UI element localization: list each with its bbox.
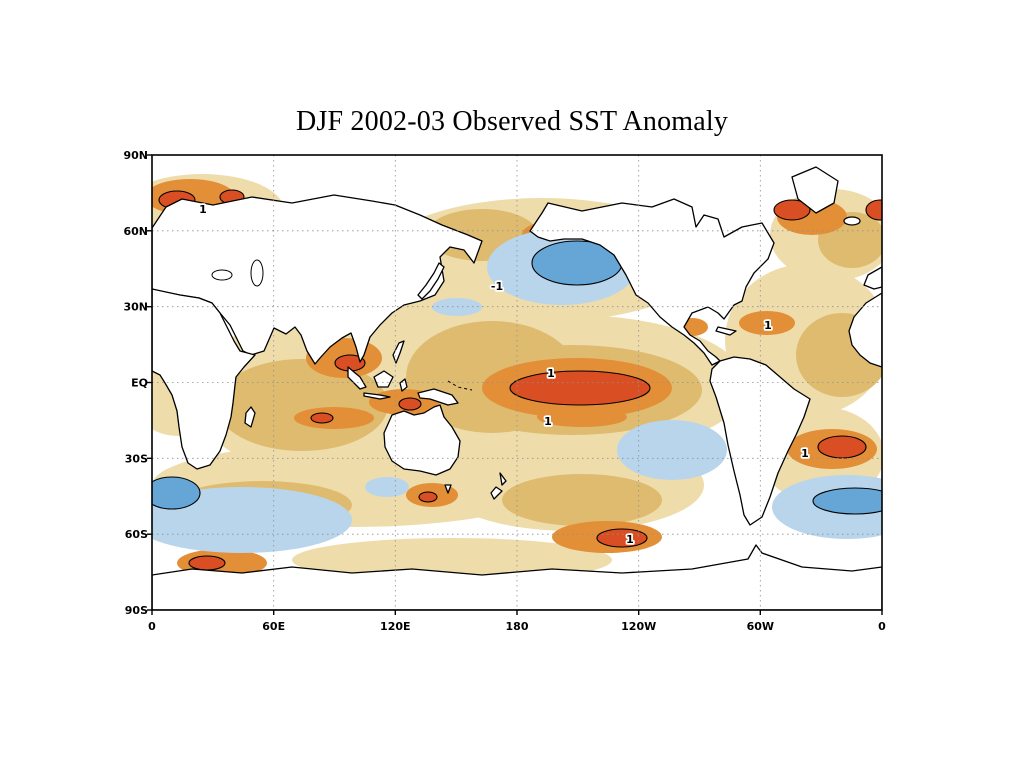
contour-label: 1 bbox=[626, 533, 634, 546]
x-axis-label: 120W bbox=[621, 620, 656, 633]
contour-label: -1 bbox=[491, 280, 503, 293]
contour-label: 1 bbox=[544, 415, 552, 428]
landmass-philippines bbox=[392, 340, 405, 364]
contour-label: 1 bbox=[199, 203, 207, 216]
map-frame bbox=[151, 154, 883, 611]
landmass-madagascar bbox=[244, 406, 256, 428]
landmass-new-guinea bbox=[417, 388, 459, 406]
x-axis-label: 60W bbox=[747, 620, 774, 633]
plot-area: 1 -1 1 1 1 1 1 bbox=[152, 155, 882, 610]
landmass-borneo bbox=[373, 370, 394, 388]
landmass-iberia bbox=[863, 266, 882, 290]
y-axis: 90N 60N 30N EQ 30S 60S 90S bbox=[123, 149, 152, 617]
landmass-tasmania bbox=[444, 484, 452, 494]
landmass-africa-west bbox=[848, 292, 882, 368]
landmass-japan bbox=[417, 262, 445, 300]
x-axis-label: 60E bbox=[262, 620, 285, 633]
y-axis-ticks bbox=[147, 154, 152, 611]
caspian-sea bbox=[250, 259, 264, 287]
x-axis-label: 0 bbox=[878, 620, 886, 633]
y-axis-label: 60N bbox=[123, 225, 148, 238]
x-axis-ticks bbox=[151, 610, 883, 615]
landmass-greenland bbox=[791, 166, 839, 214]
contour-labels: 1 -1 1 1 1 1 1 bbox=[197, 201, 810, 548]
y-axis-label: 90S bbox=[125, 604, 148, 617]
y-axis-label: 60S bbox=[125, 528, 148, 541]
landmass-new-zealand-north bbox=[499, 472, 507, 486]
contour-label: 1 bbox=[801, 447, 809, 460]
landmass-australia bbox=[383, 404, 461, 476]
x-axis-label: 120E bbox=[380, 620, 410, 633]
landmass-iceland bbox=[843, 216, 861, 226]
contour-label: 1 bbox=[764, 319, 772, 332]
y-axis-label: 90N bbox=[123, 149, 148, 162]
landmass-north-america bbox=[529, 198, 775, 366]
landmass-sulawesi bbox=[399, 378, 408, 392]
landmass-new-zealand-south bbox=[490, 486, 503, 500]
gridlines bbox=[152, 155, 882, 610]
x-axis-label: 180 bbox=[506, 620, 529, 633]
black-sea bbox=[211, 269, 233, 281]
landmass-antarctica bbox=[152, 544, 882, 610]
y-axis-label: 30S bbox=[125, 452, 148, 465]
x-axis-label: 0 bbox=[148, 620, 156, 633]
landmass-eurasia bbox=[152, 194, 483, 365]
sst-anomaly-figure: 90N 60N 30N EQ 30S 60S 90S 0 60E 120E 18… bbox=[105, 148, 905, 650]
landmass-africa-east bbox=[152, 288, 256, 470]
y-axis-label: EQ bbox=[131, 377, 148, 390]
page-title: DJF 2002-03 Observed SST Anomaly bbox=[295, 106, 729, 137]
landmass-java bbox=[363, 392, 391, 400]
x-axis: 0 60E 120E 180 120W 60W 0 bbox=[148, 610, 886, 633]
landmass-sumatra bbox=[347, 366, 367, 390]
y-axis-label: 30N bbox=[123, 301, 148, 314]
landmass-cuba bbox=[715, 326, 737, 336]
contour-label: 1 bbox=[547, 367, 555, 380]
sst-anomaly-map: 90N 60N 30N EQ 30S 60S 90S 0 60E 120E 18… bbox=[123, 149, 886, 633]
